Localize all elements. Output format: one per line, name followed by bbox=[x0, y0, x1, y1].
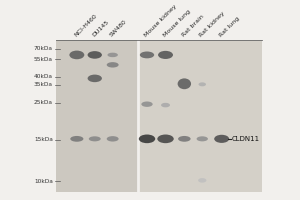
Text: 25kDa: 25kDa bbox=[34, 100, 53, 105]
Ellipse shape bbox=[89, 136, 101, 141]
Ellipse shape bbox=[196, 136, 208, 141]
Text: CLDN11: CLDN11 bbox=[232, 136, 260, 142]
Bar bbox=[138, 40, 262, 192]
Ellipse shape bbox=[161, 103, 170, 107]
Ellipse shape bbox=[107, 53, 118, 57]
Ellipse shape bbox=[88, 75, 102, 82]
Text: 40kDa: 40kDa bbox=[34, 74, 53, 79]
Ellipse shape bbox=[157, 135, 174, 143]
Ellipse shape bbox=[88, 51, 102, 59]
Ellipse shape bbox=[178, 136, 190, 142]
Text: 15kDa: 15kDa bbox=[34, 137, 53, 142]
Ellipse shape bbox=[139, 135, 155, 143]
Ellipse shape bbox=[158, 51, 173, 59]
Text: NCI-H460: NCI-H460 bbox=[73, 13, 98, 38]
Text: Rat kidney: Rat kidney bbox=[199, 10, 226, 38]
Text: Mouse lung: Mouse lung bbox=[162, 9, 191, 38]
Text: 70kDa: 70kDa bbox=[34, 46, 53, 51]
Ellipse shape bbox=[107, 62, 118, 68]
Ellipse shape bbox=[178, 78, 191, 89]
Ellipse shape bbox=[199, 82, 206, 86]
Ellipse shape bbox=[214, 135, 229, 143]
Ellipse shape bbox=[70, 136, 83, 142]
Text: Mouse kidney: Mouse kidney bbox=[143, 3, 178, 38]
Text: DU145: DU145 bbox=[91, 19, 110, 38]
Ellipse shape bbox=[198, 178, 206, 183]
Text: Rat lung: Rat lung bbox=[218, 16, 240, 38]
Text: Rat brain: Rat brain bbox=[181, 14, 205, 38]
Text: 10kDa: 10kDa bbox=[34, 179, 53, 184]
Ellipse shape bbox=[140, 51, 154, 58]
Ellipse shape bbox=[69, 51, 84, 59]
Text: 55kDa: 55kDa bbox=[34, 57, 53, 62]
Bar bbox=[56, 40, 138, 192]
Text: 35kDa: 35kDa bbox=[34, 82, 53, 87]
Ellipse shape bbox=[141, 101, 153, 107]
Text: SW480: SW480 bbox=[109, 19, 128, 38]
Bar bbox=[56, 40, 262, 192]
Ellipse shape bbox=[107, 136, 118, 142]
